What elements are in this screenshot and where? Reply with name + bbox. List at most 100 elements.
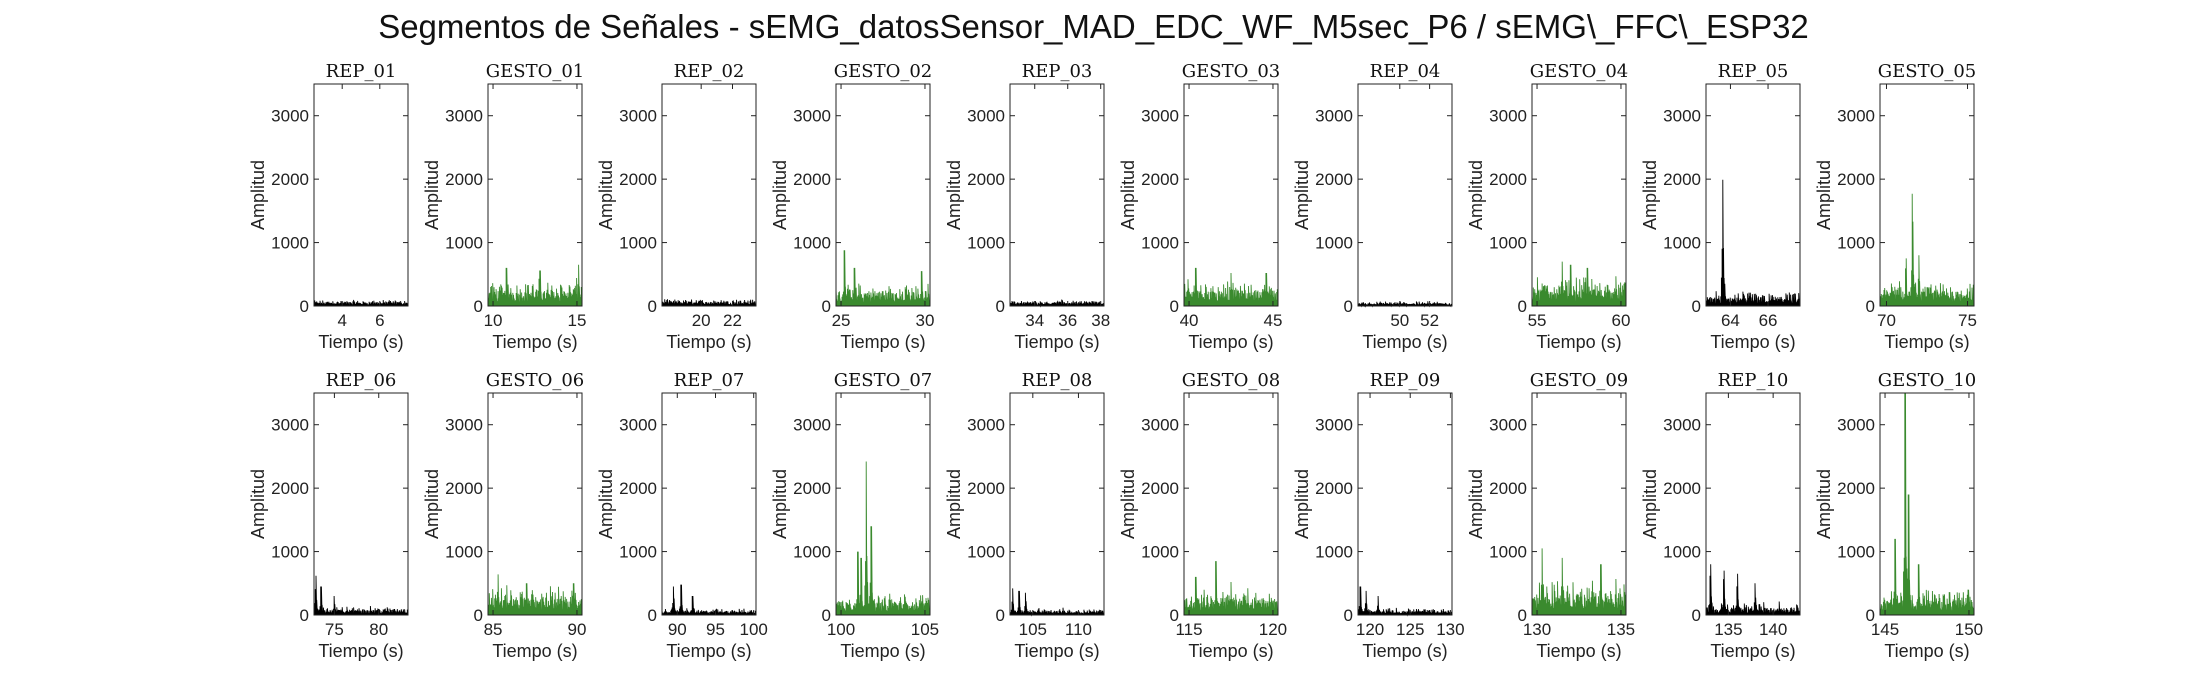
y-tick-label: 1000 xyxy=(1315,234,1353,253)
y-tick-label: 3000 xyxy=(1141,416,1179,435)
panel-gesto_08: 0 1000 2000 3000 115 120 GESTO_08 Tiempo (s) Amp… xyxy=(1118,370,1287,661)
y-axis-label: Amplitud xyxy=(1118,160,1138,230)
x-axis-label: Tiempo (s) xyxy=(1188,332,1273,352)
x-tick-label: 80 xyxy=(369,620,388,639)
panel-rep_06: 0 1000 2000 3000 75 80 REP_06 Tiempo (s) Amplitu… xyxy=(248,370,409,661)
signal-trace xyxy=(835,461,931,616)
signal-trace xyxy=(1531,261,1627,307)
panel-rep_07: 0 1000 2000 3000 90 95 100 REP_07 Tiempo (s) Ampl… xyxy=(596,370,768,661)
y-tick-label: 2000 xyxy=(1837,479,1875,498)
x-tick-label: 75 xyxy=(1958,311,1977,330)
axes-box xyxy=(1183,83,1279,307)
panel-rep_04: 0 1000 2000 3000 50 52 REP_04 Tiempo (s) Amplitu… xyxy=(1292,61,1453,352)
y-tick-label: 1000 xyxy=(967,234,1005,253)
y-tick-label: 1000 xyxy=(967,543,1005,562)
signal-trace xyxy=(1009,299,1105,308)
signal-trace xyxy=(1705,564,1801,616)
y-tick-label: 2000 xyxy=(967,170,1005,189)
y-tick-label: 2000 xyxy=(1663,170,1701,189)
panel-title: GESTO_02 xyxy=(834,61,933,82)
axes-box xyxy=(1531,83,1627,307)
y-tick-label: 3000 xyxy=(967,416,1005,435)
axes-box xyxy=(1705,392,1801,616)
panel-gesto_07: 0 1000 2000 3000 100 105 GESTO_07 Tiempo (s) Amp… xyxy=(770,370,939,661)
axes-box xyxy=(661,83,757,307)
x-axis-label: Tiempo (s) xyxy=(492,641,577,661)
signal-trace xyxy=(313,299,409,307)
panel-title: REP_09 xyxy=(1370,370,1441,391)
y-tick-label: 3000 xyxy=(1663,416,1701,435)
y-tick-label: 1000 xyxy=(1141,234,1179,253)
x-axis-label: Tiempo (s) xyxy=(492,332,577,352)
axes-box xyxy=(661,392,757,616)
panel-gesto_01: 0 1000 2000 3000 10 15 GESTO_01 Tiempo (s) Ampli… xyxy=(422,61,586,352)
panel-title: GESTO_05 xyxy=(1878,61,1977,82)
x-axis-label: Tiempo (s) xyxy=(1188,641,1273,661)
x-axis-label: Tiempo (s) xyxy=(318,641,403,661)
signal-trace xyxy=(1357,301,1453,308)
y-axis-label: Amplitud xyxy=(770,469,790,539)
y-tick-label: 0 xyxy=(996,606,1005,625)
x-tick-label: 34 xyxy=(1025,311,1044,330)
signal-trace xyxy=(1705,179,1801,307)
y-tick-label: 0 xyxy=(1692,606,1701,625)
x-tick-label: 6 xyxy=(375,311,384,330)
x-tick-label: 100 xyxy=(827,620,855,639)
y-axis-label: Amplitud xyxy=(1118,469,1138,539)
y-tick-label: 0 xyxy=(822,297,831,316)
x-axis-label: Tiempo (s) xyxy=(1884,641,1969,661)
x-tick-label: 52 xyxy=(1420,311,1439,330)
y-tick-label: 1000 xyxy=(445,543,483,562)
panel-gesto_06: 0 1000 2000 3000 85 90 GESTO_06 Tiempo (s) Ampli… xyxy=(422,370,586,661)
y-tick-label: 3000 xyxy=(271,416,309,435)
y-axis-label: Amplitud xyxy=(770,160,790,230)
x-axis-label: Tiempo (s) xyxy=(1362,332,1447,352)
y-tick-label: 2000 xyxy=(1141,479,1179,498)
y-tick-label: 1000 xyxy=(1315,543,1353,562)
x-tick-label: 64 xyxy=(1721,311,1740,330)
x-tick-label: 20 xyxy=(692,311,711,330)
y-axis-label: Amplitud xyxy=(944,469,964,539)
signal-trace xyxy=(1357,586,1453,617)
x-tick-label: 30 xyxy=(916,311,935,330)
y-tick-label: 0 xyxy=(1518,297,1527,316)
y-tick-label: 0 xyxy=(648,297,657,316)
y-tick-label: 3000 xyxy=(271,107,309,126)
x-axis-label: Tiempo (s) xyxy=(1536,641,1621,661)
y-tick-label: 3000 xyxy=(793,416,831,435)
signal-trace xyxy=(1183,267,1279,307)
y-tick-label: 3000 xyxy=(1315,416,1353,435)
y-tick-label: 2000 xyxy=(1663,479,1701,498)
axes-box xyxy=(313,83,409,307)
panel-title: REP_03 xyxy=(1022,61,1093,82)
y-tick-label: 1000 xyxy=(793,543,831,562)
x-tick-label: 125 xyxy=(1396,620,1424,639)
y-tick-label: 0 xyxy=(1170,297,1179,316)
y-tick-label: 1000 xyxy=(271,543,309,562)
x-axis-label: Tiempo (s) xyxy=(1014,332,1099,352)
x-tick-label: 105 xyxy=(911,620,939,639)
y-tick-label: 0 xyxy=(1518,606,1527,625)
x-axis-label: Tiempo (s) xyxy=(840,641,925,661)
y-tick-label: 3000 xyxy=(1489,107,1527,126)
axes-box xyxy=(1531,392,1627,616)
panel-rep_01: 0 1000 2000 3000 4 6 REP_01 Tiempo (s) Amplitud xyxy=(248,61,409,352)
x-tick-label: 4 xyxy=(337,311,346,330)
x-tick-label: 15 xyxy=(568,311,587,330)
axes-box xyxy=(1357,392,1453,616)
y-tick-label: 0 xyxy=(648,606,657,625)
y-tick-label: 0 xyxy=(1344,606,1353,625)
axes-box xyxy=(835,83,931,307)
y-tick-label: 1000 xyxy=(271,234,309,253)
x-axis-label: Tiempo (s) xyxy=(1014,641,1099,661)
y-axis-label: Amplitud xyxy=(248,160,268,230)
y-axis-label: Amplitud xyxy=(1466,469,1486,539)
panel-title: REP_07 xyxy=(674,370,745,391)
y-tick-label: 1000 xyxy=(619,234,657,253)
y-tick-label: 2000 xyxy=(1837,170,1875,189)
y-axis-label: Amplitud xyxy=(1292,469,1312,539)
x-axis-label: Tiempo (s) xyxy=(840,332,925,352)
x-tick-label: 40 xyxy=(1180,311,1199,330)
x-tick-label: 25 xyxy=(832,311,851,330)
y-tick-label: 2000 xyxy=(967,479,1005,498)
